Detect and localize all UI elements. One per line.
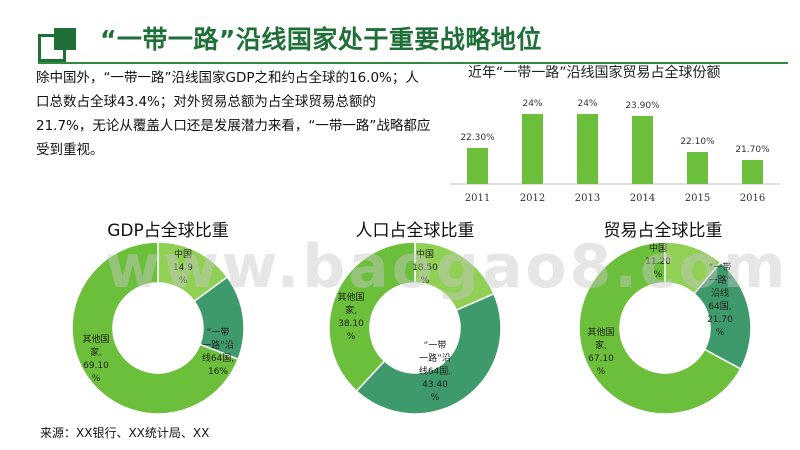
source-note: 来源：XX银行、XX统计局、XX <box>40 426 210 440</box>
bar-tick-label: 2016 <box>740 193 765 204</box>
donut-slice-label: “一带一路”沿线64国, 43.40% <box>419 340 451 403</box>
page-title: “一带一路”沿线国家处于重要战略地位 <box>100 25 542 54</box>
donut-slice <box>328 241 416 393</box>
donut-slice-label: 其他国家, 67.10% <box>587 326 614 377</box>
bar-data-label: 23.90% <box>625 101 660 111</box>
bar <box>522 114 543 184</box>
population-donut-chart: 中国 18.50 % “一带一路”沿线64国, 43.40 % 其他国家, 38.10% <box>328 241 502 415</box>
gdp-donut-chart: 中国 14.9 % “一带一路”沿线64国, 16% 其他国家, 69.10% <box>71 241 245 415</box>
bar-data-label: 24% <box>522 99 542 109</box>
donut-slice <box>71 241 240 415</box>
donut-slice-label: 其他国家, 69.10% <box>82 333 109 384</box>
donut-slice <box>355 292 502 415</box>
donut-slice-label: “一带一路”沿线 64国, 21.70% <box>707 262 733 338</box>
bar <box>687 152 708 184</box>
bar <box>632 116 653 184</box>
bar-data-label: 22.30% <box>460 133 495 143</box>
donut-slice-label: 其他国家, 38.10% <box>337 291 364 342</box>
bar-tick-label: 2011 <box>465 193 490 204</box>
trade-donut-chart: 中国 11.20 % “一带一路”沿线 64国, 21.70 % 其他国家, 67.10% <box>578 241 752 415</box>
donut-slice-label: 中国 18.50% <box>412 248 438 286</box>
bar-tick-label: 2013 <box>575 193 600 204</box>
bar-tick-label: 2015 <box>685 193 710 204</box>
bar <box>742 160 763 184</box>
population-chart-title: 人口占全球比重 <box>355 221 475 241</box>
title-divider <box>38 62 788 64</box>
donut-slice <box>578 241 742 415</box>
donut-slice <box>693 261 752 370</box>
bar <box>577 114 598 184</box>
donut-slice-label: 中国 14.9% <box>173 248 193 286</box>
bar-tick-label: 2014 <box>630 193 655 204</box>
bar-data-label: 21.70% <box>735 145 770 155</box>
bar-data-label: 22.10% <box>680 137 715 147</box>
gdp-chart-title: GDP占全球比重 <box>107 221 229 241</box>
bar-chart-title: 近年“一带一路”沿线国家贸易占全球份额 <box>468 65 721 81</box>
donut-slice-label: 中国 11.20% <box>645 242 671 280</box>
logo-icon <box>38 28 76 62</box>
bar-tick-label: 2012 <box>520 193 545 204</box>
donut-slice-label: “一带一路”沿线64国, 16% <box>202 327 234 377</box>
bar-chart: 22.30% 2011 24% 2012 24% 2013 23.90% 2014 22.10%… <box>450 99 780 204</box>
bar <box>467 148 488 184</box>
bar-data-label: 24% <box>577 99 597 109</box>
summary-text: 除中国外，“一带一路”沿线国家GDP之和约占全球的16.0%；人口总数占全球43… <box>36 70 431 158</box>
trade-chart-title: 贸易占全球比重 <box>603 221 723 241</box>
